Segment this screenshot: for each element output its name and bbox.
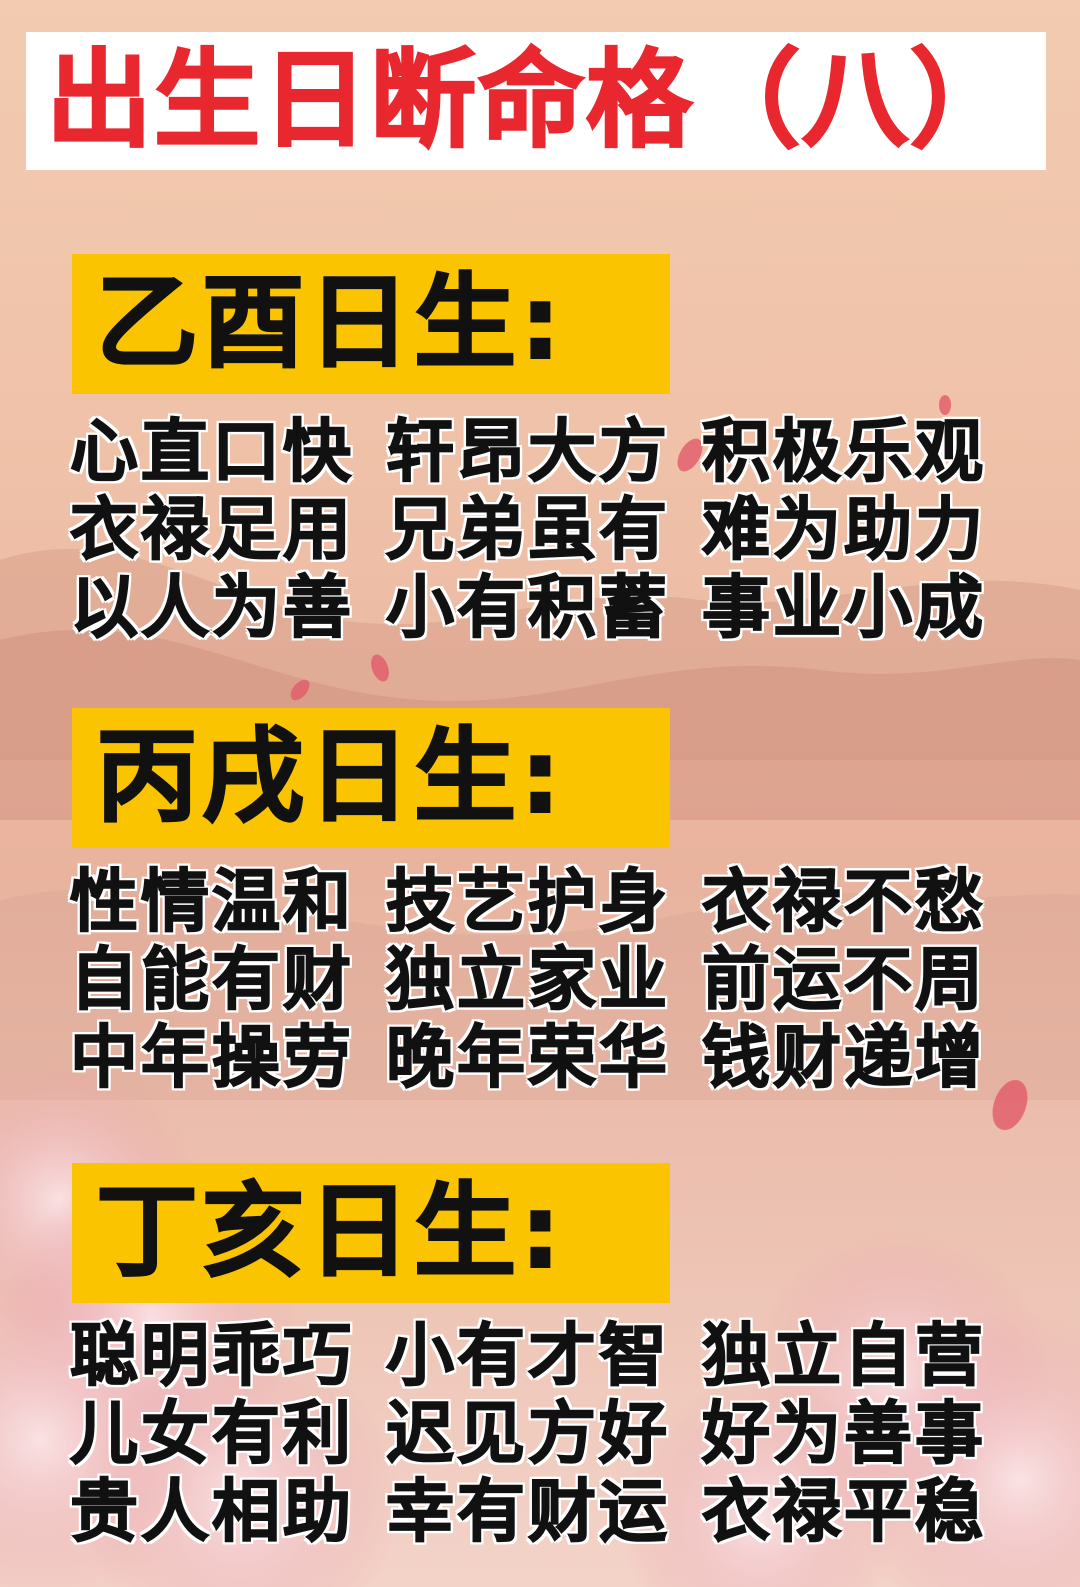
trait-text: 迟见方好 (385, 1395, 671, 1475)
trait-grid: 聪明乖巧 小有才智 独立自营 儿女有利 迟见方好 好为善事 贵人相助 幸有财运 … (69, 1317, 1000, 1553)
trait-text: 心直口快 (69, 413, 355, 493)
trait-text: 积极乐观 (701, 413, 987, 493)
trait-text: 衣禄不愁 (701, 863, 987, 943)
trait-text: 小有才智 (385, 1317, 671, 1397)
trait-text: 衣禄平稳 (701, 1473, 987, 1553)
trait-text: 以人为善 (69, 569, 355, 649)
cherry-blossom-tree (0, 1060, 1080, 1587)
section-heading: 丙戌日生: (95, 718, 565, 837)
trait-text: 儿女有利 (69, 1395, 355, 1475)
trait-grid: 心直口快 轩昂大方 积极乐观 衣禄足用 兄弟虽有 难为助力 以人为善 小有积蓄 … (69, 413, 1000, 649)
section-heading-box: 丙戌日生: (72, 708, 670, 848)
trait-text: 聪明乖巧 (69, 1317, 355, 1397)
trait-text: 衣禄足用 (69, 491, 355, 571)
section-heading-box: 乙酉日生: (72, 254, 670, 394)
trait-text: 轩昂大方 (385, 413, 671, 493)
trait-text: 晚年荣华 (385, 1019, 671, 1099)
page-title: 出生日断命格（八） (45, 39, 1018, 162)
trait-text: 好为善事 (701, 1395, 987, 1475)
trait-text: 钱财递增 (701, 1019, 987, 1099)
section-heading: 丁亥日生: (95, 1173, 565, 1292)
trait-text: 贵人相助 (69, 1473, 355, 1553)
trait-text: 独立自营 (701, 1317, 987, 1397)
falling-petals (290, 395, 1028, 1131)
trait-text: 小有积蓄 (385, 569, 671, 649)
section-heading-box: 丁亥日生: (72, 1163, 670, 1303)
trait-text: 性情温和 (69, 863, 355, 943)
title-banner: 出生日断命格（八） (26, 32, 1046, 170)
trait-text: 独立家业 (385, 941, 671, 1021)
trait-text: 中年操劳 (69, 1019, 355, 1099)
trait-text: 自能有财 (69, 941, 355, 1021)
trait-text: 技艺护身 (385, 863, 671, 943)
trait-text: 幸有财运 (385, 1473, 671, 1553)
trait-grid: 性情温和 技艺护身 衣禄不愁 自能有财 独立家业 前运不周 中年操劳 晚年荣华 … (69, 863, 1000, 1099)
trait-text: 难为助力 (701, 491, 987, 571)
trait-text: 兄弟虽有 (385, 491, 671, 571)
trait-text: 事业小成 (701, 569, 987, 649)
section-heading: 乙酉日生: (95, 264, 565, 383)
trait-text: 前运不周 (701, 941, 987, 1021)
